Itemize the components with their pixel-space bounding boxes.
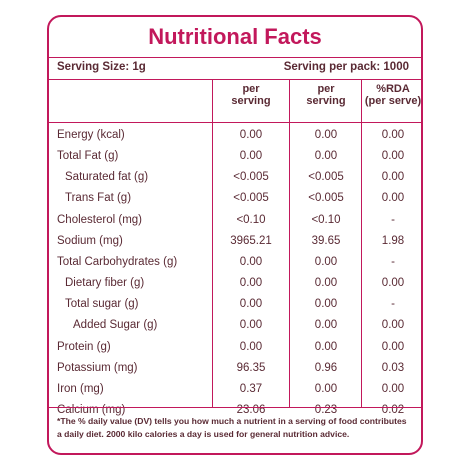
rda-value: - — [391, 256, 395, 268]
per-serving-value: 0.00 — [314, 383, 338, 395]
header-line: (per serve) — [364, 95, 422, 107]
header-line: serving — [306, 95, 346, 107]
per-serving-value: 0.00 — [239, 298, 263, 310]
footnote: *The % daily value (DV) tells you how mu… — [57, 416, 407, 439]
per-serving-value: 0.00 — [239, 129, 263, 141]
per-serving-value: 96.35 — [236, 362, 266, 374]
nutrient-label: Protein (g) — [57, 341, 111, 353]
per-serving-value: <0.005 — [233, 171, 269, 183]
nutrient-label: Potassium (mg) — [57, 362, 138, 374]
table-row: Sodium (mg) 3965.21 39.65 1.98 — [49, 232, 421, 253]
table-row: Total sugar (g) 0.00 0.00 - — [49, 295, 421, 316]
nutrient-label: Dietary fiber (g) — [65, 277, 145, 289]
nutrition-facts-panel: Nutritional Facts Serving Size: 1g Servi… — [47, 15, 423, 455]
per-serving-value: 3965.21 — [230, 235, 272, 247]
per-serving-value: 0.00 — [314, 277, 338, 289]
rda-value: - — [391, 298, 395, 310]
table-row: Potassium (mg) 96.35 0.96 0.03 — [49, 359, 421, 380]
rda-value: 0.00 — [381, 150, 405, 162]
divider-footer — [49, 407, 421, 408]
serving-size: Serving Size: 1g — [57, 61, 146, 73]
per-serving-value: <0.005 — [308, 192, 344, 204]
divider-serving — [49, 79, 421, 80]
per-serving-value: 0.37 — [239, 383, 263, 395]
nutrient-label: Total Fat (g) — [57, 150, 119, 162]
per-serving-value: 0.00 — [314, 298, 338, 310]
nutrient-label: Energy (kcal) — [57, 129, 125, 141]
column-divider-2 — [289, 79, 290, 407]
per-serving-value: 0.00 — [314, 341, 338, 353]
nutrient-label: Sodium (mg) — [57, 235, 123, 247]
divider-title — [49, 57, 421, 58]
per-serving-value: 39.65 — [311, 235, 341, 247]
rda-value: 0.00 — [381, 341, 405, 353]
table-row: Dietary fiber (g) 0.00 0.00 0.00 — [49, 274, 421, 295]
serving-per-pack: Serving per pack: 1000 — [283, 61, 409, 73]
table-row: Cholesterol (mg) <0.10 <0.10 - — [49, 211, 421, 232]
divider-header — [49, 122, 421, 123]
per-serving-value: <0.10 — [311, 214, 341, 226]
rda-value: 0.03 — [381, 362, 405, 374]
header-line: per — [317, 83, 335, 95]
per-serving-value: <0.005 — [308, 171, 344, 183]
nutrient-label: Total Carbohydrates (g) — [57, 256, 178, 268]
header-line: serving — [231, 95, 271, 107]
header-per-serving-2: per serving — [291, 83, 361, 123]
panel-title: Nutritional Facts — [148, 24, 322, 49]
nutrient-label: Iron (mg) — [57, 383, 104, 395]
rda-value: 0.00 — [381, 192, 405, 204]
rda-value: 0.00 — [381, 171, 405, 183]
rda-value: 0.00 — [381, 383, 405, 395]
header-per-serving-1: per serving — [215, 83, 287, 123]
table-row: Saturated fat (g) <0.005 <0.005 0.00 — [49, 168, 421, 189]
nutrient-label: Total sugar (g) — [65, 298, 139, 310]
table-row: Trans Fat (g) <0.005 <0.005 0.00 — [49, 189, 421, 210]
rda-value: - — [391, 214, 395, 226]
rda-value: 0.00 — [381, 319, 405, 331]
per-serving-value: 0.00 — [239, 277, 263, 289]
column-divider-3 — [361, 79, 362, 407]
per-serving-value: 0.00 — [314, 150, 338, 162]
header-line: per — [242, 83, 260, 95]
nutrient-label: Trans Fat (g) — [65, 192, 132, 204]
per-serving-value: 0.00 — [239, 319, 263, 331]
per-serving-value: 0.00 — [239, 256, 263, 268]
table-row: Added Sugar (g) 0.00 0.00 0.00 — [49, 316, 421, 337]
table-row: Total Fat (g) 0.00 0.00 0.00 — [49, 147, 421, 168]
table-row: Protein (g) 0.00 0.00 0.00 — [49, 338, 421, 359]
per-serving-value: <0.10 — [236, 214, 266, 226]
table-row: Iron (mg) 0.37 0.00 0.00 — [49, 380, 421, 401]
per-serving-value: 0.00 — [314, 256, 338, 268]
per-serving-value: <0.005 — [233, 192, 269, 204]
per-serving-value: 0.00 — [239, 150, 263, 162]
per-serving-value: 0.00 — [314, 319, 338, 331]
serving-info-row: Serving Size: 1g Serving per pack: 1000 — [49, 58, 421, 79]
nutrient-label: Saturated fat (g) — [65, 171, 149, 183]
nutrient-label: Cholesterol (mg) — [57, 214, 142, 226]
rda-value: 0.00 — [381, 129, 405, 141]
table-row: Energy (kcal) 0.00 0.00 0.00 — [49, 126, 421, 147]
rda-value: 0.00 — [381, 277, 405, 289]
header-line: %RDA — [376, 83, 410, 95]
per-serving-value: 0.96 — [314, 362, 338, 374]
rda-value: 1.98 — [381, 235, 405, 247]
per-serving-value: 0.00 — [314, 129, 338, 141]
per-serving-value: 0.00 — [239, 341, 263, 353]
column-divider-1 — [212, 79, 213, 407]
table-row: Total Carbohydrates (g) 0.00 0.00 - — [49, 253, 421, 274]
nutrient-label: Added Sugar (g) — [73, 319, 158, 331]
header-rda: %RDA (per serve) — [363, 83, 422, 123]
